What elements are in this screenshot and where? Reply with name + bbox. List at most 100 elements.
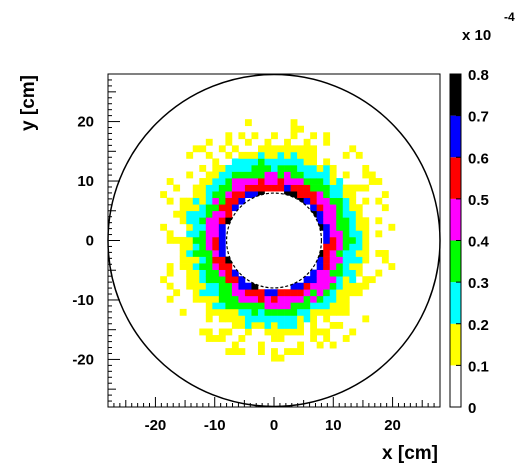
heatmap-cell [297,191,304,199]
heatmap-cell [316,178,324,185]
heatmap-cell [323,263,331,270]
heatmap-cell [362,217,370,225]
heatmap-cell [199,295,207,303]
heatmap-cell [192,269,200,277]
heatmap-cell [199,289,207,297]
heatmap-cell [316,302,324,310]
colorbar-exponent-power: -4 [504,10,515,24]
x-axis-label: x [cm] [382,443,438,464]
y-axis-label: y [cm] [18,75,39,131]
heatmap-cell [284,184,291,192]
heatmap-cell [251,302,259,310]
heatmap-cell [264,171,272,179]
heatmap-cell [316,341,324,349]
heatmap-cell [329,210,337,218]
heatmap-cell [349,328,357,336]
heatmap-cell [323,223,331,231]
x-tick-label: 0 [270,417,278,434]
heatmap-cell [336,321,344,329]
heatmap-cell [218,315,226,323]
heatmap-cell [316,328,324,336]
heatmap-cell [316,269,324,277]
heatmap-cell [166,282,174,290]
y-tick-label: -10 [72,292,94,309]
y-tick-label: 20 [77,114,94,131]
heatmap-cell [179,204,187,212]
heatmap-cell [212,250,220,257]
heatmap-cell [251,171,259,179]
heatmap-cell [297,171,304,179]
heatmap-cell [231,341,239,349]
heatmap-cell [323,282,331,290]
heatmap-cell [336,204,344,212]
heatmap-cell [297,151,304,159]
heatmap-cell [218,217,226,225]
heatmap-cell [160,191,168,199]
heatmap-cell [225,282,233,290]
heatmap-cell [199,263,207,270]
heatmap-cell [336,302,344,310]
heatmap-cell [257,341,265,349]
heatmap-cell [329,184,337,192]
heatmap-cell [212,158,220,166]
heatmap-cell [199,236,207,244]
heatmap-cell [290,348,298,356]
heatmap-cell [284,158,291,166]
heatmap-cell [277,308,285,316]
heatmap-cell [329,204,337,212]
heatmap-cell [277,171,285,179]
heatmap-cell [277,145,285,153]
heatmap-cell [310,164,318,172]
heatmap-cell [381,204,389,212]
heatmap-cell [212,204,220,212]
heatmap-cell [323,295,331,303]
heatmap-cell [297,302,304,310]
heatmap-cell [355,204,363,212]
heatmap-cell [231,302,239,310]
heatmap-cell [199,184,207,192]
heatmap-cell [218,282,226,290]
heatmap-cell [225,348,233,356]
heatmap-cell [257,295,265,303]
heatmap-cell [251,178,259,185]
colorbar-tick-label: 0.8 [468,67,489,84]
heatmap-cell [225,138,233,146]
heatmap-cell [310,197,318,205]
heatmap-cell [225,276,233,284]
heatmap-cell [310,321,318,329]
heatmap-cell [205,178,213,185]
heatmap-cell [179,263,187,270]
colorbar: 0 0.1 0.2 0.3 0.4 0.5 0.6 0.7 0.8 [449,67,490,417]
heatmap-cell [290,178,298,185]
heatmap-cell [284,138,291,146]
heatmap-cell [362,171,370,179]
heatmap-cell [310,210,318,218]
heatmap-cell [284,289,291,297]
heatmap-cell [297,164,304,172]
heatmap-cell [329,341,337,349]
heatmap-cell [342,269,350,277]
heatmap-cell [251,132,259,140]
heatmap-cell [231,178,239,185]
heatmap-cell [264,315,272,323]
heatmap-cell [212,335,220,342]
heatmap-cell [179,250,187,257]
heatmap-cell [205,282,213,290]
heatmap-cell [342,217,350,225]
heatmap-cell [271,178,278,185]
heatmap-cell [323,276,331,284]
heatmap-cell [205,302,213,310]
heatmap-cell [290,289,298,297]
heatmap-cell [375,197,383,205]
heatmap-cell [349,230,357,238]
heatmap-cell [336,282,344,290]
heatmap-cell [186,276,194,284]
x-tick-label: -20 [145,417,167,434]
heatmap-cell [212,289,220,297]
heatmap-cell [290,158,298,166]
heatmap-cell [218,191,226,199]
heatmap-cell [205,191,213,199]
heatmap-cell [199,243,207,251]
heatmap-cell [238,315,246,323]
heatmap-cell [186,223,194,231]
